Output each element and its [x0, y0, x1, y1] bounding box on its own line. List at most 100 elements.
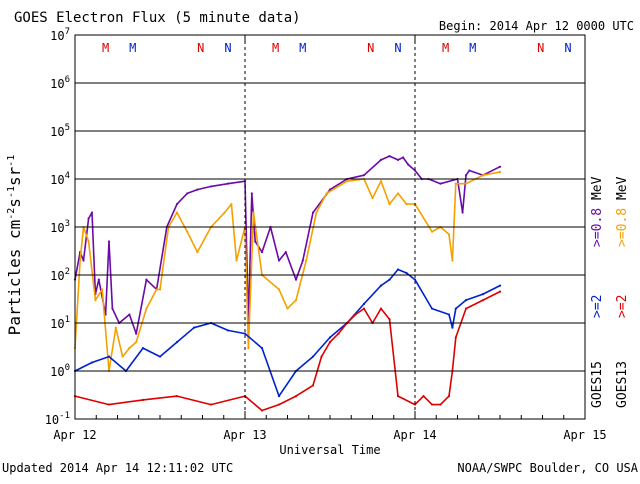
data-point-0-25 — [260, 250, 264, 254]
top-marker-8: M — [442, 41, 449, 55]
data-point-2-24 — [447, 313, 451, 316]
data-point-0-37 — [396, 158, 400, 161]
y-axis-label: Particles cm-2s-1sr-1 — [5, 155, 24, 336]
data-point-1-8 — [121, 355, 124, 358]
data-point-0-9 — [111, 307, 114, 310]
data-point-0-23 — [250, 192, 253, 195]
legend-group-goes13: GOES13 — [615, 361, 630, 408]
data-point-1-5 — [101, 288, 104, 291]
x-tick-label-3: Apr 15 — [563, 428, 606, 442]
data-point-3-17 — [379, 307, 383, 310]
chart-title: GOES Electron Flux (5 minute data) — [14, 10, 301, 26]
data-point-2-12 — [277, 394, 281, 398]
data-point-1-47 — [498, 170, 502, 174]
y-tick-label-2: 101 — [50, 315, 70, 331]
data-point-2-29 — [498, 284, 502, 287]
data-point-0-12 — [135, 332, 138, 335]
y-tick-label-4: 103 — [50, 219, 70, 235]
data-point-1-38 — [405, 202, 408, 206]
data-point-0-35 — [379, 158, 383, 161]
data-point-1-46 — [481, 174, 485, 177]
data-point-2-15 — [328, 336, 332, 339]
data-point-3-6 — [260, 409, 264, 412]
data-point-1-30 — [315, 211, 318, 214]
data-point-2-6 — [175, 341, 179, 344]
y-tick-label-6: 105 — [50, 123, 70, 139]
data-point-0-40 — [413, 169, 417, 172]
top-marker-0: M — [102, 41, 109, 55]
data-point-3-22 — [430, 403, 434, 406]
data-point-1-3 — [87, 240, 90, 243]
data-point-2-2 — [107, 355, 111, 358]
data-point-1-20 — [230, 202, 233, 206]
top-marker-9: M — [469, 41, 476, 55]
y-tick-label-5: 104 — [50, 171, 70, 187]
data-point-1-7 — [114, 326, 117, 329]
data-point-0-45 — [461, 211, 464, 214]
data-point-3-11 — [328, 341, 332, 344]
top-marker-6: N — [367, 41, 374, 55]
data-point-3-2 — [141, 398, 145, 401]
series-line-3 — [74, 290, 501, 412]
data-point-2-11 — [260, 346, 264, 350]
data-point-2-10 — [243, 332, 247, 335]
data-point-3-4 — [209, 403, 213, 406]
data-point-1-31 — [325, 192, 328, 195]
data-point-3-1 — [107, 403, 111, 406]
updated-timestamp: Updated 2014 Apr 14 12:11:02 UTC — [2, 461, 233, 475]
data-point-3-29 — [498, 290, 502, 293]
data-point-3-12 — [337, 332, 340, 335]
data-point-0-46 — [464, 174, 468, 177]
data-point-1-4 — [94, 298, 97, 302]
legend-goes13-e2: >=2 — [615, 295, 630, 318]
data-point-1-35 — [379, 180, 383, 183]
data-point-0-4 — [90, 211, 94, 214]
data-point-1-16 — [186, 230, 189, 233]
data-point-1-13 — [158, 288, 162, 291]
y-tick-label-0: 10-1 — [45, 411, 70, 427]
data-point-2-28 — [481, 293, 485, 296]
data-point-0-49 — [498, 165, 502, 168]
data-point-0-39 — [407, 163, 410, 166]
data-point-3-15 — [362, 307, 366, 310]
data-point-0-27 — [277, 259, 281, 262]
data-point-3-20 — [413, 403, 417, 406]
data-point-1-1 — [79, 259, 82, 262]
series-line-2 — [74, 268, 501, 397]
data-point-0-47 — [468, 169, 471, 172]
data-point-1-29 — [305, 259, 308, 262]
data-point-0-2 — [82, 259, 85, 262]
data-point-0-28 — [284, 250, 287, 254]
y-tick-label-1: 100 — [50, 363, 70, 379]
top-marker-5: M — [299, 41, 306, 55]
data-point-3-3 — [175, 394, 179, 398]
data-point-1-34 — [371, 197, 374, 200]
data-point-2-26 — [454, 307, 457, 310]
data-point-3-27 — [464, 307, 468, 310]
data-point-1-19 — [223, 211, 226, 214]
data-point-3-21 — [422, 394, 425, 398]
data-point-3-8 — [294, 394, 298, 398]
data-point-0-34 — [362, 174, 366, 177]
data-point-1-9 — [128, 346, 131, 350]
data-point-0-38 — [402, 156, 405, 159]
data-point-2-18 — [379, 284, 383, 287]
top-marker-4: M — [272, 41, 279, 55]
data-point-0-8 — [107, 240, 111, 243]
data-point-1-11 — [145, 307, 148, 310]
data-point-0-3 — [87, 217, 90, 220]
data-point-1-40 — [430, 230, 434, 233]
data-point-0-43 — [439, 182, 442, 185]
data-point-1-44 — [454, 182, 457, 185]
data-point-1-45 — [464, 182, 468, 185]
data-point-3-18 — [388, 318, 391, 321]
data-point-0-17 — [186, 192, 189, 195]
data-point-2-20 — [396, 268, 400, 271]
data-point-1-15 — [175, 211, 179, 214]
data-point-1-26 — [277, 288, 281, 291]
data-point-0-16 — [175, 202, 179, 206]
data-point-2-19 — [388, 278, 391, 281]
data-point-3-23 — [439, 403, 442, 406]
data-point-3-24 — [447, 394, 451, 398]
